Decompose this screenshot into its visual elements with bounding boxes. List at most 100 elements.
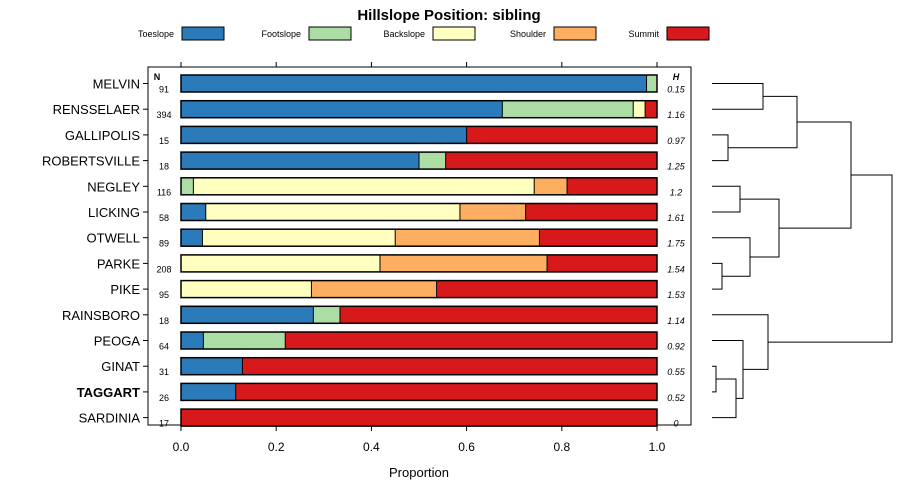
bar-segment [181,409,657,427]
h-value: 1.54 [667,264,685,274]
chart-title: Hillslope Position: sibling [357,7,540,24]
bar-segment [181,177,194,195]
bar-segment [181,280,312,298]
dendrogram-link [779,121,852,229]
bar-outline [180,202,658,222]
bar-segment [525,203,657,221]
legend-label: Summit [628,29,659,39]
n-value: 95 [159,290,169,300]
dendrogram-link [740,198,780,258]
legend-swatch [308,26,352,41]
bar-outline [180,356,658,376]
h-value: 0 [673,419,678,429]
h-value: 1.75 [667,239,686,249]
bar-segment [633,100,646,118]
bar-segment [242,357,658,375]
bar-segment [205,203,460,221]
category-label: PARKE [97,256,140,271]
bar-segment [202,229,396,247]
bar-outline [180,305,658,325]
n-value: 116 [157,187,171,197]
bar-segment [445,152,657,170]
bar-outline [180,177,658,196]
legend-swatch [181,26,225,41]
bar-outline [180,408,658,427]
bar-segment [181,229,203,247]
bar-segment [181,203,206,221]
category-label: TAGGART [77,385,140,400]
h-header: H [673,72,680,82]
dendrogram-link [712,340,744,399]
category-label: PIKE [110,282,140,297]
legend-label: Toeslope [138,29,174,39]
dendrogram-link [712,134,729,162]
bar-segment [539,229,657,247]
n-value: 64 [159,342,169,352]
n-value: 58 [159,213,169,223]
bar-outline [180,254,658,273]
h-value: 0.92 [667,342,685,352]
bar-segment [313,306,340,324]
bar-segment [502,100,634,118]
n-header: N [154,72,161,82]
h-value: 1.16 [667,110,685,120]
bar-segment [459,203,526,221]
bar-segment [379,254,548,272]
h-value: 1.25 [667,162,686,172]
h-value: 1.14 [667,316,685,326]
bar-segment [285,332,657,349]
category-label: NEGLEY [87,179,140,194]
bar-segment [181,75,647,92]
bar-segment [181,383,236,401]
bar-outline [180,74,658,93]
dendrogram-link [712,83,764,110]
h-value: 1.61 [667,213,685,223]
dendrogram-link [768,174,893,343]
n-value: 26 [159,393,169,403]
bar-outline [180,279,658,299]
legend-label: Shoulder [510,29,546,39]
legend-swatch [666,26,710,41]
bar-segment [181,100,503,118]
bar-segment [339,306,657,324]
bar-outline [180,382,658,402]
n-value: 394 [156,110,171,120]
bar-segment [181,126,467,144]
x-tick-label: 1.0 [649,440,666,454]
bar-segment [395,229,540,247]
h-value: 1.2 [670,187,683,197]
h-value: 0.97 [667,136,686,146]
bar-outline [180,228,658,247]
bar-segment [311,280,437,298]
bar-segment [466,126,657,144]
bar-segment [181,357,243,375]
legend-label: Footslope [261,29,301,39]
bar-outline [180,125,658,145]
n-value: 31 [159,367,169,377]
bar-segment [547,254,657,272]
legend-swatch [553,26,597,41]
category-label: SARDINIA [79,411,141,426]
bar-segment [534,177,568,195]
legend-label: Backslope [383,29,425,39]
bar-segment [419,152,446,170]
category-label: PEOGA [94,334,141,349]
bar-outline [180,99,658,119]
x-tick-label: 0.8 [553,440,570,454]
x-axis: 0.0 0.2 0.4 0.6 0.8 1.0 [173,425,666,454]
n-value: 89 [159,239,169,249]
category-label: RENSSELAER [53,102,140,117]
n-value: 17 [159,419,169,429]
bar-rows: MELVIN 91 0.15 RENSSELAER 394 1.16 GALLIPOLIS 1… [42,74,686,429]
x-tick-label: 0.6 [458,440,475,454]
category-label: ROBERTSVILLE [42,154,140,169]
category-label: LICKING [88,205,140,220]
n-value: 15 [159,136,169,146]
n-value: 18 [159,162,169,172]
dendrogram-link [712,314,769,370]
legend-swatch [432,26,476,41]
bar-segment [181,332,204,349]
h-value: 0.15 [667,85,686,95]
bar-segment [203,332,286,349]
